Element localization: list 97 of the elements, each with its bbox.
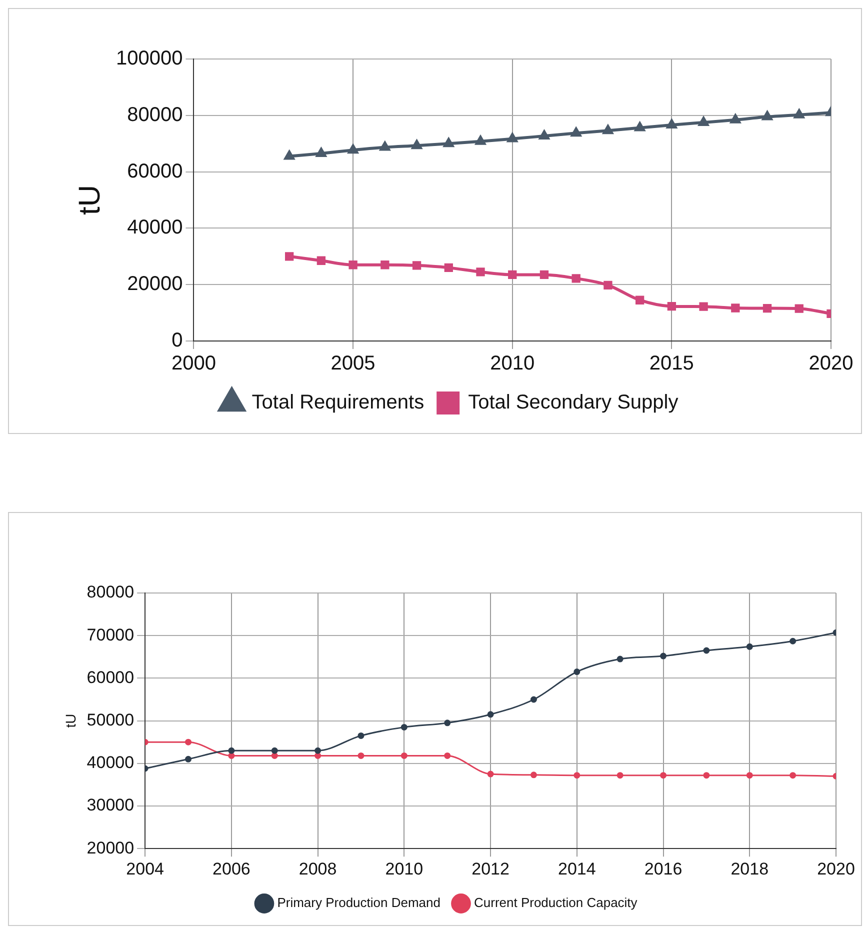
- point: [703, 647, 710, 654]
- point: [380, 260, 390, 270]
- point: [616, 656, 624, 662]
- point: [444, 720, 451, 726]
- point: [314, 747, 322, 754]
- point: [667, 302, 676, 311]
- point: [271, 747, 278, 754]
- point: [185, 738, 192, 746]
- y-axis-title: tU: [73, 185, 106, 215]
- x-tick-label: 2014: [558, 859, 596, 878]
- x-tick-label: 2008: [298, 859, 337, 878]
- legend-label: Primary Production Demand: [277, 895, 441, 910]
- y-tick-label: 60000: [127, 160, 183, 182]
- point: [348, 144, 358, 154]
- x-tick-label: 2015: [649, 352, 694, 375]
- legend-label: Total Requirements: [252, 392, 424, 414]
- point: [412, 261, 422, 270]
- point: [762, 111, 772, 120]
- point: [698, 116, 709, 126]
- point: [476, 268, 485, 276]
- point: [699, 302, 708, 311]
- point: [604, 280, 612, 290]
- point: [284, 150, 294, 160]
- point: [444, 752, 451, 759]
- point: [790, 638, 796, 644]
- y-tick-label: 20000: [86, 838, 134, 858]
- point: [444, 138, 454, 148]
- x-tick-label: 2012: [472, 859, 510, 878]
- point: [508, 270, 517, 280]
- y-tick-label: 80000: [127, 104, 183, 126]
- point: [185, 756, 192, 762]
- legend-label: Current Production Capacity: [474, 895, 638, 910]
- point: [666, 119, 677, 128]
- point: [228, 752, 235, 759]
- y-tick-label: 20000: [127, 273, 183, 296]
- point: [316, 148, 326, 157]
- point: [314, 752, 322, 759]
- point: [602, 125, 613, 134]
- y-tick-label: 30000: [86, 796, 134, 815]
- point: [228, 747, 235, 754]
- point: [358, 732, 364, 739]
- point: [400, 752, 408, 759]
- point: [400, 724, 408, 730]
- point: [794, 109, 804, 118]
- point: [572, 274, 580, 283]
- x-tick-label: 2010: [490, 352, 535, 375]
- x-tick-label: 2010: [385, 859, 424, 878]
- y-tick-label: 100000: [116, 48, 183, 70]
- point: [316, 256, 326, 265]
- point: [444, 263, 453, 272]
- point: [746, 643, 753, 650]
- x-tick-label: 2018: [730, 859, 769, 878]
- point: [348, 260, 358, 270]
- point: [790, 772, 796, 779]
- x-tick-label: 2016: [644, 859, 682, 878]
- x-tick-label: 2005: [330, 352, 376, 375]
- point: [574, 772, 580, 779]
- point: [762, 304, 772, 313]
- y-tick-label: 40000: [127, 216, 183, 239]
- y-tick-label: 80000: [86, 582, 134, 602]
- point: [634, 122, 645, 132]
- x-tick-label: 2000: [171, 352, 216, 375]
- point: [540, 270, 549, 280]
- point: [574, 668, 580, 676]
- x-tick-label: 2020: [817, 859, 855, 878]
- point: [660, 772, 667, 779]
- point: [746, 772, 753, 779]
- point: [731, 304, 740, 312]
- point: [794, 304, 804, 313]
- point: [271, 752, 278, 759]
- point: [703, 772, 710, 779]
- y-tick-label: 60000: [86, 668, 134, 687]
- point: [635, 296, 644, 304]
- legend-label: Total Secondary Supply: [468, 392, 678, 414]
- point: [571, 128, 582, 137]
- point: [530, 772, 537, 778]
- y-tick-label: 50000: [86, 710, 134, 730]
- x-tick-label: 2020: [808, 352, 854, 375]
- point: [730, 114, 740, 124]
- point: [380, 142, 390, 151]
- y-tick-label: 0: [172, 330, 183, 352]
- point: [507, 133, 518, 142]
- point: [616, 772, 624, 779]
- x-tick-label: 2004: [126, 859, 164, 878]
- point: [412, 140, 422, 150]
- point: [487, 711, 494, 718]
- point: [476, 136, 486, 145]
- y-tick-label: 70000: [86, 625, 134, 644]
- point: [358, 752, 364, 759]
- point: [530, 696, 537, 703]
- x-tick-label: 2006: [212, 859, 250, 878]
- point: [539, 130, 550, 140]
- point: [285, 252, 294, 261]
- y-tick-label: 40000: [86, 753, 134, 772]
- point: [487, 770, 494, 778]
- y-axis-title: tU: [62, 714, 78, 728]
- point: [660, 652, 667, 660]
